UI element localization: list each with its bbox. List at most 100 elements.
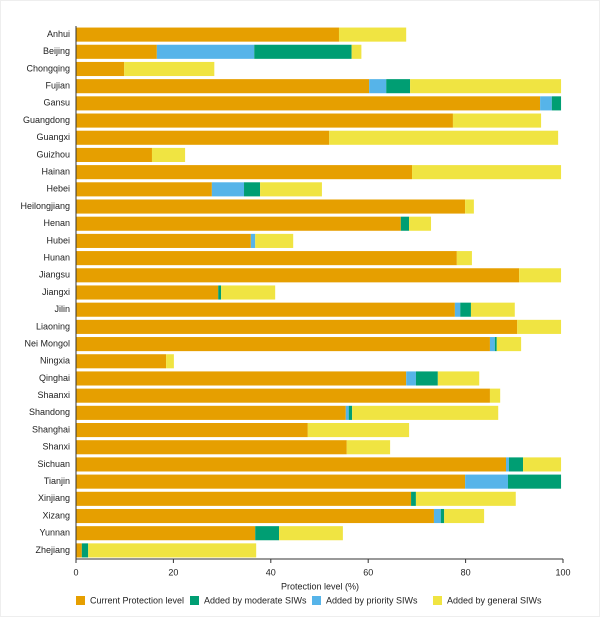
legend-swatch (190, 596, 199, 605)
bar-segment (551, 96, 562, 111)
bar-segment (496, 337, 522, 352)
bar-segment (76, 182, 212, 197)
bar-segment (76, 130, 330, 145)
bar-segment (506, 457, 509, 472)
y-tick-label: Liaoning (36, 321, 70, 331)
bar-segment (76, 251, 457, 266)
x-tick-label: 60 (363, 567, 373, 577)
bar-segment (76, 440, 347, 455)
y-tick-label: Anhui (47, 29, 70, 39)
bar-segment (250, 233, 256, 248)
bar-segment (76, 113, 453, 128)
bar-segment (307, 422, 410, 438)
bar-segment (211, 182, 245, 197)
legend-label: Current Protection level (90, 595, 184, 605)
y-tick-label: Shanghai (32, 424, 70, 434)
y-tick-label: Yunnan (39, 528, 70, 538)
y-tick-label: Heilongjiang (20, 201, 70, 211)
bar-segment (76, 457, 507, 472)
bar-segment (415, 371, 438, 386)
bar-segment (351, 44, 362, 59)
y-tick-label: Shaanxi (37, 390, 70, 400)
bar-segment (508, 457, 524, 472)
y-tick-label: Xizang (42, 510, 70, 520)
bar-segment (411, 491, 416, 506)
y-tick-label: Sichuan (37, 459, 70, 469)
bar-segment (76, 44, 157, 59)
bar-segment (454, 302, 461, 317)
legend-swatch (433, 596, 442, 605)
bar-segment (540, 96, 552, 111)
bar-segment (523, 457, 562, 472)
y-tick-label: Shanxi (42, 442, 70, 452)
legend-label: Added by priority SIWs (326, 595, 418, 605)
bar-segment (440, 508, 445, 524)
bar-segment (76, 354, 167, 369)
x-tick-label: 80 (461, 567, 471, 577)
bar-segment (409, 216, 432, 231)
bar-segment (346, 440, 391, 455)
legend-swatch (312, 596, 321, 605)
bar-segment (437, 371, 480, 386)
bar-segment (124, 61, 215, 77)
y-tick-label: Chongqing (26, 63, 70, 73)
y-tick-label: Guangdong (23, 115, 70, 125)
bar-segment (489, 388, 501, 403)
bar-segment (348, 405, 353, 420)
bar-segment (369, 79, 387, 94)
y-tick-label: Zhejiang (35, 545, 70, 555)
bar-segment (489, 337, 495, 352)
bar-segment (166, 354, 174, 369)
bar-segment (88, 543, 257, 558)
bar-segment (400, 216, 410, 231)
y-tick-label: Shandong (29, 407, 70, 417)
bar-segment (76, 491, 412, 506)
bar-segment (218, 285, 222, 300)
bar-segment (76, 199, 466, 214)
bar-segment (76, 405, 346, 420)
bar-segment (76, 371, 407, 386)
bar-segment (221, 285, 276, 300)
bar-segment (76, 526, 256, 541)
bar-segment (329, 130, 559, 145)
y-tick-label: Guangxi (36, 132, 70, 142)
bar-segment (76, 233, 251, 248)
y-tick-label: Tianjin (44, 476, 70, 486)
y-tick-label: Jiangxi (42, 287, 70, 297)
bar-segment (465, 199, 474, 214)
y-tick-label: Jiangsu (39, 270, 70, 280)
bar-segment (338, 27, 407, 42)
bar-segment (76, 319, 518, 334)
y-tick-label: Jilin (54, 304, 70, 314)
bar-segment (255, 233, 294, 248)
bar-segment (494, 337, 497, 352)
y-tick-label: Hainan (41, 167, 70, 177)
bar-segment (433, 508, 441, 524)
bar-segment (386, 79, 411, 94)
bar-segment (456, 251, 472, 266)
y-tick-label: Gansu (43, 98, 70, 108)
y-tick-label: Hunan (43, 252, 70, 262)
bar-segment (76, 422, 308, 438)
bar-segment (254, 44, 352, 59)
bar-segment (507, 474, 562, 489)
bar-segment (406, 371, 416, 386)
bar-segment (76, 27, 339, 42)
bar-segment (76, 474, 466, 489)
bar-segment (470, 302, 515, 317)
y-tick-label: Beijing (43, 46, 70, 56)
bar-segment (517, 319, 562, 334)
bar-segment (260, 182, 322, 197)
bar-segment (76, 61, 125, 77)
bar-segment (76, 285, 219, 300)
bar-segment (279, 526, 343, 541)
bar-segment (76, 508, 434, 524)
y-tick-label: Hubei (46, 235, 70, 245)
y-tick-label: Guizhou (36, 149, 70, 159)
y-tick-label: Henan (43, 218, 70, 228)
bar-segment (156, 44, 255, 59)
bar-segment (151, 147, 186, 163)
bar-segment (76, 268, 520, 283)
bar-segment (410, 79, 562, 94)
